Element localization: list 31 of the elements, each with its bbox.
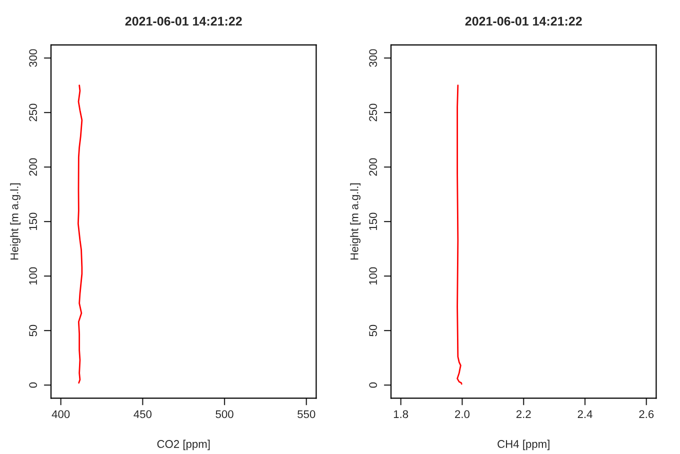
y-tick-label: 50 bbox=[369, 324, 377, 336]
x-tick-label: 400 bbox=[52, 410, 70, 418]
x-tick-label: 450 bbox=[134, 410, 152, 418]
chart-title: 2021-06-01 14:21:22 bbox=[465, 16, 582, 26]
y-tick-label: 150 bbox=[369, 212, 377, 230]
line-series bbox=[456, 84, 462, 385]
y-tick-label: 300 bbox=[369, 49, 377, 67]
x-tick-label: 2.6 bbox=[639, 410, 654, 418]
y-axis-title: Height [m a.g.l.] bbox=[10, 183, 21, 260]
x-axis-title: CH4 [ppm] bbox=[498, 440, 550, 450]
x-tick-label: 2.0 bbox=[455, 410, 470, 418]
chart-title: 2021-06-01 14:21:22 bbox=[125, 16, 242, 26]
x-tick-label: 2.2 bbox=[516, 410, 531, 418]
y-axis-title: Height [m a.g.l.] bbox=[350, 183, 361, 260]
x-tick-label: 550 bbox=[298, 410, 316, 418]
y-tick-label: 100 bbox=[29, 267, 37, 284]
y-tick-label: 250 bbox=[29, 104, 37, 122]
x-axis-title: CO2 [ppm] bbox=[157, 440, 210, 450]
y-tick-label: 250 bbox=[369, 104, 377, 122]
y-tick-label: 200 bbox=[29, 158, 37, 176]
x-tick-label: 500 bbox=[216, 410, 234, 418]
y-tick-label: 150 bbox=[29, 212, 37, 230]
y-tick-label: 0 bbox=[29, 382, 37, 388]
y-tick-label: 50 bbox=[29, 324, 37, 336]
y-tick-label: 0 bbox=[369, 382, 377, 388]
y-tick-label: 200 bbox=[369, 158, 377, 176]
line-series bbox=[77, 84, 83, 384]
x-tick-label: 1.8 bbox=[394, 410, 408, 418]
y-tick-label: 300 bbox=[29, 49, 37, 67]
y-tick-label: 100 bbox=[369, 267, 377, 284]
x-tick-label: 2.4 bbox=[578, 410, 592, 418]
